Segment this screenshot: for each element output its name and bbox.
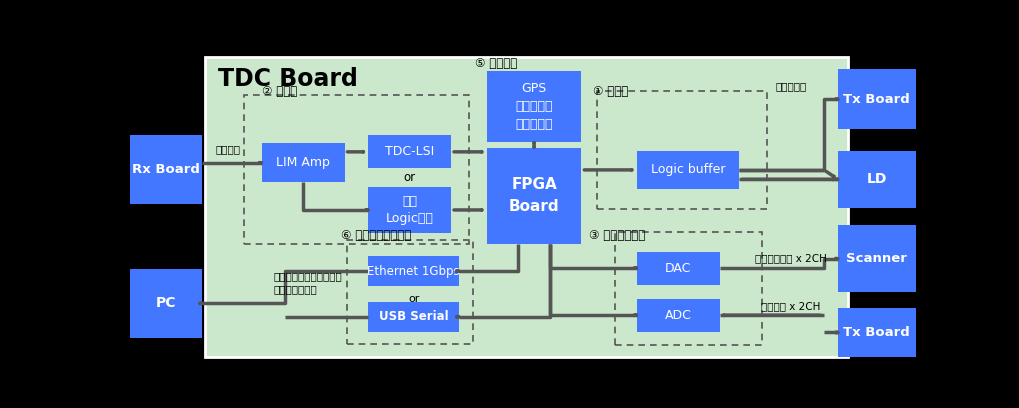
Bar [262, 143, 344, 182]
Bar [346, 240, 473, 344]
Bar [368, 135, 451, 169]
Bar [637, 151, 740, 189]
Text: 角度情報 x 2CH: 角度情報 x 2CH [761, 301, 820, 311]
Text: PC: PC [156, 297, 176, 310]
Bar [368, 302, 459, 332]
Bar [838, 308, 915, 357]
Text: Tx Board: Tx Board [844, 326, 910, 339]
Bar [838, 225, 915, 293]
Text: Logic buffer: Logic buffer [651, 164, 726, 176]
Text: or: or [408, 294, 420, 304]
Text: DAC: DAC [665, 262, 692, 275]
Bar [637, 299, 719, 332]
Text: ドライブ信号 x 2CH: ドライブ信号 x 2CH [755, 254, 826, 264]
Text: LIM Amp: LIM Amp [276, 156, 330, 169]
Bar [129, 269, 203, 338]
Text: 受光信号: 受光信号 [215, 144, 240, 154]
Bar [487, 148, 582, 244]
Bar [838, 69, 915, 129]
Bar [245, 95, 470, 244]
Text: Rx Board: Rx Board [132, 164, 200, 176]
Text: LD: LD [866, 172, 887, 186]
Text: Tx Board: Tx Board [844, 93, 910, 106]
Bar [129, 135, 203, 204]
Bar [637, 252, 719, 285]
Text: Ethernet 1Gbps: Ethernet 1Gbps [367, 265, 460, 278]
Text: ③ スキャナ制御: ③ スキャナ制御 [589, 229, 646, 242]
Bar [615, 232, 761, 345]
Text: 高速
Logic回路: 高速 Logic回路 [386, 195, 434, 225]
Text: ADC: ADC [664, 309, 692, 322]
Text: or: or [404, 171, 416, 184]
Text: Scanner: Scanner [847, 252, 907, 265]
Text: ① 投光部: ① 投光部 [593, 85, 629, 98]
Bar [487, 71, 582, 142]
Text: USB Serial: USB Serial [379, 310, 448, 323]
Text: ⑤ センサ部: ⑤ センサ部 [475, 57, 517, 70]
Text: TDC-LSI: TDC-LSI [385, 145, 434, 158]
Bar [597, 91, 767, 209]
Text: 投光トリガ: 投光トリガ [775, 82, 806, 92]
Bar [368, 256, 459, 286]
Bar [838, 151, 915, 208]
Text: 距離・角度、各種センサ
情報、コマンド: 距離・角度、各種センサ 情報、コマンド [273, 272, 342, 295]
Text: TDC Board: TDC Board [218, 67, 358, 91]
Text: ② 受光部: ② 受光部 [262, 85, 297, 98]
Text: GPS
６軸センサ
温度センサ: GPS ６軸センサ 温度センサ [516, 82, 553, 131]
Text: FPGA
Board: FPGA Board [508, 177, 559, 215]
Bar [368, 187, 451, 233]
Text: ⑥ インターフェース: ⑥ インターフェース [340, 229, 411, 242]
Bar [205, 57, 849, 357]
